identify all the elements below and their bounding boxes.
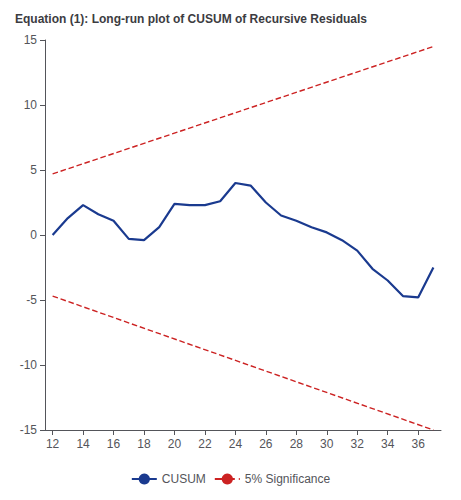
svg-text:28: 28 bbox=[290, 437, 304, 451]
svg-text:5% Significance: 5% Significance bbox=[245, 472, 331, 486]
svg-text:5: 5 bbox=[30, 163, 37, 177]
svg-text:14: 14 bbox=[76, 437, 90, 451]
svg-text:20: 20 bbox=[168, 437, 182, 451]
svg-text:12: 12 bbox=[46, 437, 60, 451]
svg-text:22: 22 bbox=[198, 437, 212, 451]
svg-text:0: 0 bbox=[30, 228, 37, 242]
svg-text:32: 32 bbox=[351, 437, 365, 451]
svg-text:-10: -10 bbox=[20, 358, 38, 372]
svg-text:30: 30 bbox=[320, 437, 334, 451]
svg-text:-15: -15 bbox=[20, 423, 38, 437]
svg-text:18: 18 bbox=[137, 437, 151, 451]
svg-text:34: 34 bbox=[381, 437, 395, 451]
svg-text:15: 15 bbox=[24, 33, 38, 47]
svg-text:-5: -5 bbox=[26, 293, 37, 307]
svg-text:Equation (1): Long-run plot of: Equation (1): Long-run plot of CUSUM of … bbox=[15, 12, 367, 26]
svg-text:CUSUM: CUSUM bbox=[162, 472, 206, 486]
svg-text:24: 24 bbox=[229, 437, 243, 451]
svg-text:26: 26 bbox=[259, 437, 273, 451]
svg-text:16: 16 bbox=[107, 437, 121, 451]
svg-text:10: 10 bbox=[24, 98, 38, 112]
svg-text:36: 36 bbox=[411, 437, 425, 451]
